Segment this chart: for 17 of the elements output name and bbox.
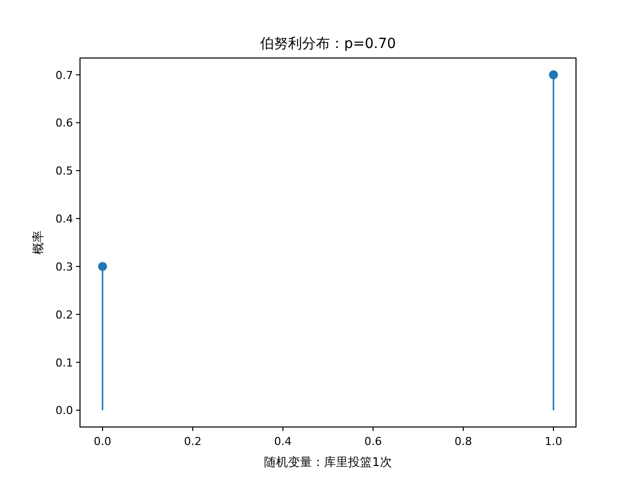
- y-tick-label: 0.1: [56, 356, 73, 370]
- y-tick-label: 0.2: [56, 308, 73, 322]
- y-tick-label: 0.4: [56, 212, 73, 226]
- x-tick-label: 0.6: [364, 435, 382, 448]
- y-tick-label: 0.7: [56, 68, 73, 82]
- x-tick-label: 0.2: [184, 435, 202, 448]
- y-tick-label: 0.6: [56, 116, 73, 130]
- x-tick-label: 0.4: [274, 435, 292, 448]
- x-axis-title: 随机变量：库里投篮1次: [264, 455, 392, 469]
- y-tick-label: 0.0: [56, 404, 73, 418]
- y-tick-label: 0.3: [56, 260, 73, 274]
- x-tick-label: 0.0: [94, 435, 112, 448]
- y-tick-label: 0.5: [56, 164, 73, 178]
- chart-title: 伯努利分布：p=0.70: [259, 36, 396, 52]
- x-tick-label: 0.8: [454, 435, 472, 448]
- x-tick-label: 1.0: [544, 435, 562, 448]
- y-axis-title: 概率: [31, 230, 45, 254]
